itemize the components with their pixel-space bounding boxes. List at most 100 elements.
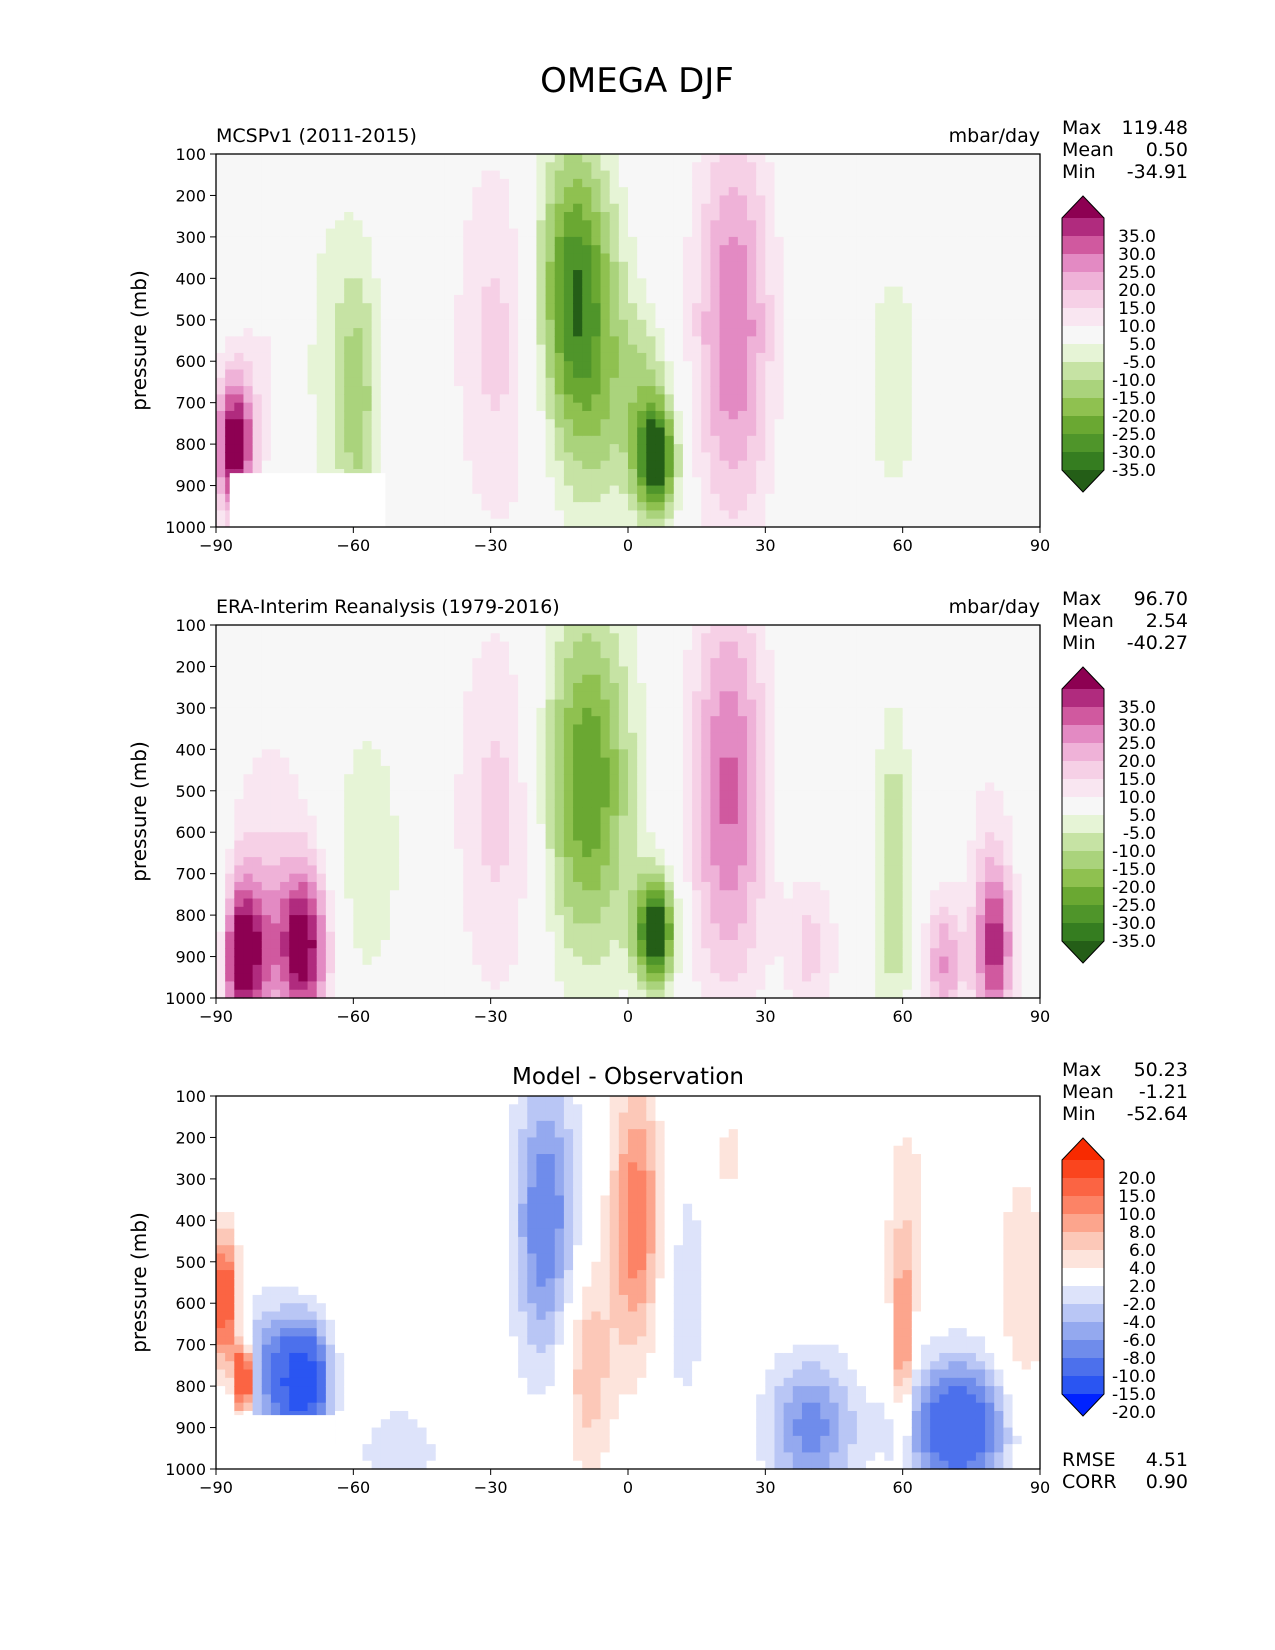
field-cell (325, 386, 336, 395)
field-cell (261, 245, 272, 255)
panel-units: mbar/day (949, 125, 1040, 147)
field-cell (829, 253, 840, 263)
field-cell (335, 865, 345, 875)
field-cell (389, 419, 400, 429)
field-cell (655, 344, 666, 354)
field-cell (380, 361, 391, 371)
field-cell (646, 294, 657, 304)
field-cell (252, 906, 263, 916)
field-cell (536, 245, 547, 255)
field-cell (463, 311, 473, 321)
field-cell (1003, 435, 1014, 445)
field-cell (389, 485, 400, 495)
field-cell (682, 394, 693, 404)
y-tick-label: 100 (175, 145, 206, 164)
field-cell (930, 294, 940, 304)
field-cell (316, 749, 327, 759)
field-cell (765, 212, 776, 221)
field-cell (765, 410, 776, 420)
field-cell (701, 377, 711, 387)
field-cell (444, 477, 455, 487)
field-cell (289, 162, 299, 172)
field-cell (728, 154, 739, 163)
field-cell (628, 178, 638, 188)
field-cell (710, 386, 721, 395)
field-cell (554, 386, 565, 395)
field-cell (591, 195, 602, 205)
field-cell (298, 741, 309, 750)
field-cell (261, 939, 272, 949)
field-cell (270, 286, 281, 296)
field-cell (655, 286, 666, 296)
field-cell (600, 278, 611, 288)
field-cell (563, 336, 574, 346)
field-cell (719, 245, 730, 255)
field-cell (444, 435, 455, 445)
field-cell (490, 261, 501, 271)
field-cell (380, 261, 391, 271)
field-cell (536, 178, 547, 188)
field-cell (316, 699, 327, 709)
field-cell (536, 311, 547, 321)
field-cell (518, 361, 528, 371)
field-cell (353, 311, 364, 321)
field-cell (646, 410, 657, 420)
field-cell (234, 890, 245, 900)
field-cell (261, 270, 272, 279)
field-cell (756, 352, 766, 362)
field-cell (866, 170, 876, 180)
field-cell (472, 402, 483, 412)
field-cell (692, 253, 702, 263)
field-cell (380, 823, 391, 833)
field-cell (682, 510, 693, 520)
field-cell (765, 460, 776, 470)
field-cell (536, 452, 547, 462)
field-cell (426, 228, 437, 238)
field-cell (939, 402, 950, 412)
field-cell (371, 931, 382, 941)
field-cell (389, 386, 400, 395)
field-cell (435, 336, 446, 346)
field-cell (875, 228, 885, 238)
field-cell (508, 427, 519, 437)
field-cell (875, 162, 885, 172)
field-cell (1012, 228, 1023, 238)
field-cell (710, 294, 721, 304)
field-cell (985, 195, 995, 205)
field-cell (985, 261, 995, 271)
field-cell (325, 716, 336, 726)
field-cell (692, 510, 702, 520)
field-cell (536, 427, 547, 437)
field-cell (325, 699, 336, 709)
field-cell (463, 220, 473, 230)
field-cell (325, 832, 336, 842)
field-cell (234, 915, 245, 924)
field-cell (307, 195, 318, 205)
field-cell (225, 435, 235, 445)
field-cell (994, 270, 1004, 279)
field-cell (563, 187, 574, 197)
field-cell (930, 270, 940, 279)
field-cell (719, 485, 730, 495)
field-cell (362, 898, 373, 908)
field-cell (911, 493, 922, 503)
field-cell (756, 369, 766, 379)
field-cell (664, 245, 675, 255)
field-cell (930, 435, 940, 445)
field-cell (628, 493, 638, 503)
field-cell (307, 707, 318, 717)
field-cell (353, 270, 364, 279)
field-cell (481, 294, 492, 304)
field-cell (353, 625, 364, 634)
field-cell (902, 220, 913, 230)
field-cell (554, 253, 565, 263)
field-cell (783, 319, 794, 329)
field-cell (353, 840, 364, 850)
field-cell (811, 369, 821, 379)
field-cell (591, 444, 602, 453)
field-cell (380, 641, 391, 651)
field-cell (417, 236, 428, 246)
field-cell (216, 633, 226, 643)
field-cell (216, 270, 226, 279)
field-cell (856, 203, 867, 213)
